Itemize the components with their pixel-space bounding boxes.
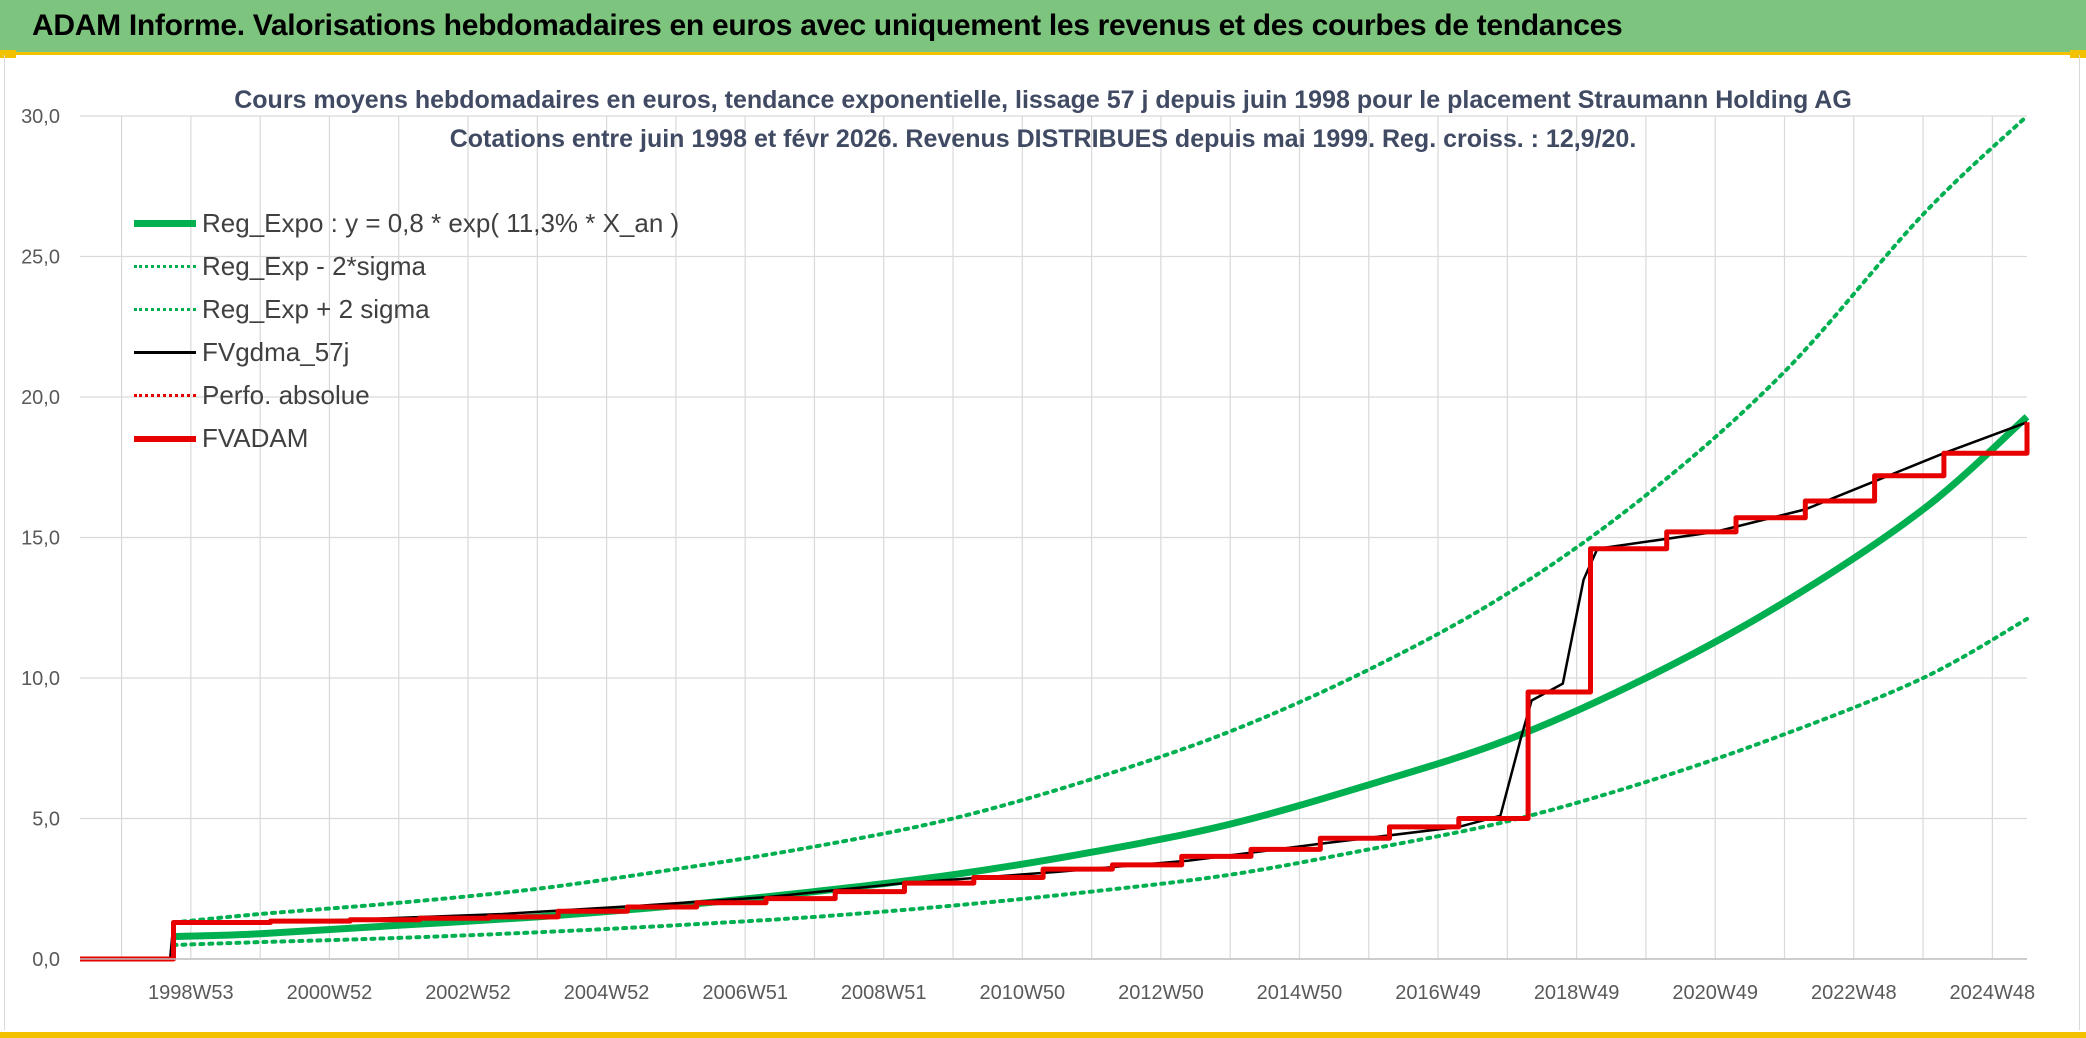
legend-swatch	[134, 308, 196, 311]
x-tick-label: 1998W53	[148, 982, 234, 1004]
y-tick-label: 5,0	[32, 809, 60, 831]
legend-item: Perfo. absolue	[134, 374, 679, 417]
chart-frame	[4, 55, 2080, 1030]
legend-label: FVADAM	[202, 423, 309, 453]
x-tick-label: 2012W50	[1118, 982, 1204, 1004]
x-tick-label: 2010W50	[980, 982, 1066, 1004]
x-tick-label: 2000W52	[287, 982, 373, 1004]
legend-label: Reg_Exp + 2 sigma	[202, 294, 430, 324]
x-tick-label: 2008W51	[841, 982, 927, 1004]
x-tick-label: 2004W52	[564, 982, 650, 1004]
corner-decoration-left	[0, 50, 16, 58]
series-line-2	[171, 114, 2029, 925]
legend-label: Reg_Exp - 2*sigma	[202, 251, 426, 281]
x-tick-label: 2014W50	[1257, 982, 1343, 1004]
series-line-0	[173, 414, 2030, 940]
x-tick-label: 2002W52	[425, 982, 511, 1004]
corner-decoration-right	[2070, 50, 2086, 58]
legend-item: Reg_Exp + 2 sigma	[134, 288, 679, 331]
legend-swatch	[134, 351, 196, 354]
x-tick-label: 2018W49	[1534, 982, 1620, 1004]
legend-label: Perfo. absolue	[202, 380, 370, 410]
axis-layer: 0,0 5,0 10,0 15,0 20,0 25,0 30,0 1998W53 2000W52…	[21, 106, 2035, 1004]
x-tick-label: 2022W48	[1811, 982, 1897, 1004]
legend-item: FVgdma_57j	[134, 331, 679, 374]
legend-swatch	[134, 220, 196, 227]
series-line-5	[80, 422, 2030, 962]
chart-legend: Reg_Expo : y = 0,8 * exp( 11,3% * X_an )…	[134, 202, 679, 460]
legend-item: FVADAM	[134, 417, 679, 460]
y-tick-label: 30,0	[21, 106, 60, 128]
y-tick-label: 25,0	[21, 247, 60, 269]
series-line-1	[171, 617, 2029, 947]
x-tick-label: 2024W48	[1950, 982, 2036, 1004]
legend-swatch	[134, 265, 196, 268]
chart-title: Cours moyens hebdomadaires en euros, ten…	[234, 86, 1852, 114]
legend-item: Reg_Expo : y = 0,8 * exp( 11,3% * X_an )	[134, 202, 679, 245]
series-layer	[80, 114, 2030, 962]
legend-item: Reg_Exp - 2*sigma	[134, 245, 679, 288]
header-banner: ADAM Informe. Valorisations hebdomadaire…	[0, 0, 2086, 55]
x-tick-label: 2020W49	[1672, 982, 1758, 1004]
series-line-3	[80, 421, 2028, 961]
legend-swatch	[134, 435, 196, 442]
y-tick-label: 15,0	[21, 528, 60, 550]
bottom-border	[0, 1032, 2086, 1038]
y-tick-label: 10,0	[21, 668, 60, 690]
y-tick-label: 0,0	[32, 949, 60, 971]
chart-subtitle: Cotations entre juin 1998 et févr 2026. …	[449, 125, 1637, 153]
y-tick-label: 20,0	[21, 387, 60, 409]
x-tick-label: 2016W49	[1395, 982, 1481, 1004]
page-title: ADAM Informe. Valorisations hebdomadaire…	[32, 9, 1623, 42]
legend-label: Reg_Expo : y = 0,8 * exp( 11,3% * X_an )	[202, 208, 680, 238]
grid-layer	[80, 115, 2027, 960]
legend-swatch	[134, 394, 196, 397]
legend-label: FVgdma_57j	[202, 337, 350, 367]
x-tick-label: 2006W51	[702, 982, 788, 1004]
